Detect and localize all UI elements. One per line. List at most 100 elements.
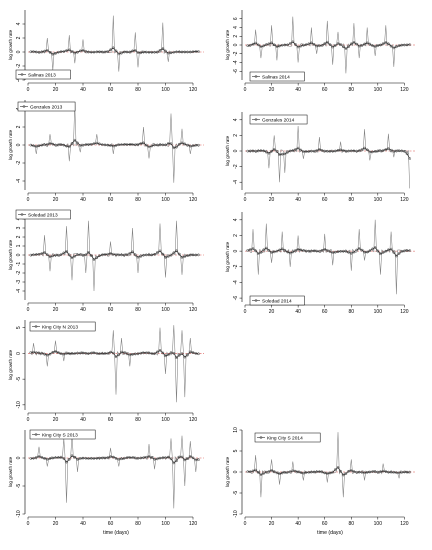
fitted-point xyxy=(98,50,101,54)
fitted-point xyxy=(302,150,305,154)
x-tick-label: 0 xyxy=(27,307,30,313)
fitted-point xyxy=(360,148,364,151)
fitted-point xyxy=(70,256,74,260)
fitted-point xyxy=(131,143,134,146)
fitted-point xyxy=(128,353,132,357)
fitted-point xyxy=(166,51,170,55)
fitted-point xyxy=(177,142,181,146)
x-tick-label: 20 xyxy=(53,87,59,93)
fitted-point xyxy=(318,249,321,253)
fitted-point xyxy=(84,49,88,53)
fitted-point xyxy=(169,253,173,257)
fitted-point xyxy=(188,144,192,148)
fitted-point xyxy=(45,457,49,461)
x-tick-label: 120 xyxy=(400,309,409,315)
fitted-point xyxy=(270,469,273,472)
fitted-point xyxy=(186,143,189,147)
fitted-point xyxy=(320,470,324,474)
fitted-point xyxy=(256,252,260,255)
fitted-point xyxy=(111,144,115,148)
fitted-point xyxy=(43,251,46,254)
fitted-point xyxy=(150,253,154,257)
fitted-point xyxy=(54,52,57,55)
fitted-point xyxy=(320,148,324,152)
fitted-point xyxy=(62,251,66,255)
fitted-point xyxy=(128,456,132,459)
fitted-point xyxy=(65,144,68,148)
fitted-point xyxy=(54,456,57,460)
fitted-point xyxy=(302,471,305,475)
fitted-point xyxy=(405,249,409,253)
fitted-point xyxy=(296,45,300,49)
fitted-point xyxy=(280,247,284,251)
fitted-point xyxy=(310,249,313,253)
fitted-point xyxy=(111,455,115,459)
fitted-point xyxy=(363,42,366,46)
legend-box xyxy=(249,114,308,125)
fitted-point xyxy=(158,249,162,253)
legend-marker xyxy=(34,433,38,436)
x-tick-label: 120 xyxy=(189,87,198,93)
fitted-point xyxy=(291,40,295,44)
observed-series-line xyxy=(247,219,410,295)
fitted-point xyxy=(153,352,156,355)
fitted-point xyxy=(352,149,356,153)
y-tick-label: -4 xyxy=(16,179,22,184)
fitted-point xyxy=(392,46,396,50)
y-tick-label: -2 xyxy=(16,64,22,69)
fitted-point xyxy=(65,460,68,464)
x-tick-label: 20 xyxy=(269,197,275,203)
fitted-point xyxy=(376,249,380,253)
fitted-point xyxy=(339,469,342,473)
fitted-point xyxy=(29,50,33,54)
observed-series-line xyxy=(247,125,410,189)
fitted-point xyxy=(304,471,308,474)
fitted-point xyxy=(166,353,170,357)
fitted-point xyxy=(333,149,337,153)
fitted-point xyxy=(177,252,181,256)
fitted-point xyxy=(155,350,159,354)
fitted-point xyxy=(288,149,292,153)
x-tick-label: 40 xyxy=(80,417,86,423)
observed-series-line xyxy=(30,435,199,509)
fitted-series-line xyxy=(30,349,199,359)
fitted-point xyxy=(29,253,33,257)
y-axis-label: log growth rate xyxy=(225,456,230,487)
fitted-point xyxy=(248,248,252,251)
fitted-point xyxy=(405,152,409,156)
fitted-point xyxy=(59,253,63,257)
fitted-point xyxy=(331,45,335,49)
fitted-point xyxy=(76,457,79,461)
fitted-point xyxy=(294,469,297,473)
fitted-point xyxy=(45,253,49,257)
y-tick-label: -3 xyxy=(16,280,22,285)
fitted-point xyxy=(344,249,348,253)
fitted-point xyxy=(122,143,126,146)
x-tick-label: 40 xyxy=(295,521,301,527)
fitted-point xyxy=(408,470,412,474)
fitted-point xyxy=(379,149,382,153)
fitted-point xyxy=(59,50,63,54)
fitted-point xyxy=(180,50,184,54)
fitted-point xyxy=(78,457,82,461)
fitted-point xyxy=(139,456,143,460)
fitted-point xyxy=(197,458,200,462)
fitted-point xyxy=(405,470,409,474)
fitted-point xyxy=(299,148,303,152)
fitted-point xyxy=(54,143,57,147)
fitted-point xyxy=(183,255,187,258)
fitted-point xyxy=(117,353,121,357)
fitted-point xyxy=(109,144,112,147)
fitted-point xyxy=(381,251,385,254)
fitted-point xyxy=(95,141,99,145)
x-tick-label: 40 xyxy=(80,521,86,527)
fitted-point xyxy=(397,149,401,153)
fitted-point xyxy=(34,50,38,54)
x-tick-label: 40 xyxy=(295,309,301,315)
fitted-point xyxy=(98,456,101,460)
fitted-point xyxy=(328,471,332,475)
fitted-point xyxy=(70,50,74,53)
y-tick-label: 4 xyxy=(233,218,239,221)
fitted-point xyxy=(183,142,187,146)
fitted-point xyxy=(81,143,85,147)
